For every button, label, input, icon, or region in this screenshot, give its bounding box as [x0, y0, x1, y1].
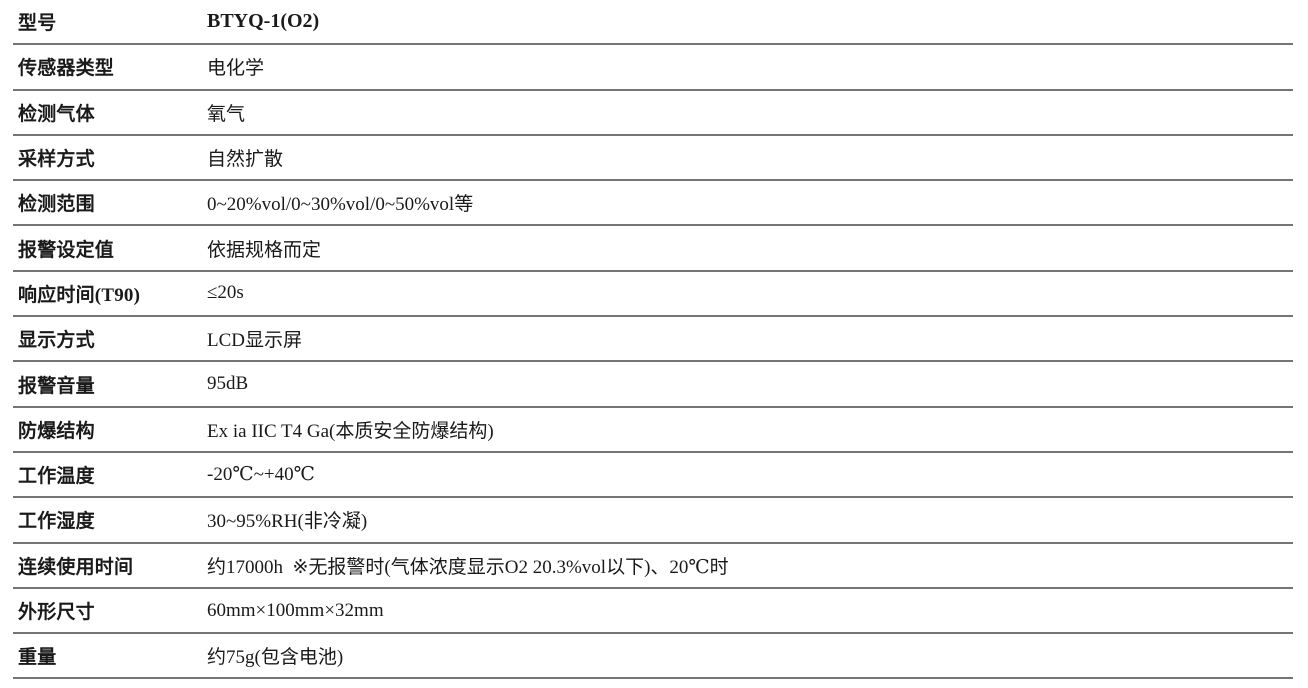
spec-label: 型号 [18, 13, 57, 35]
spec-label: 显示方式 [18, 330, 95, 352]
table-row: 重量 约75g(包含电池) [13, 634, 1293, 680]
table-row: 型号 BTYQ-1(O2) [13, 0, 1293, 46]
spec-label: 外形尺寸 [18, 602, 95, 623]
table-row: 报警设定值 依据规格而定 [13, 226, 1293, 272]
spec-label: 响应时间(T90) [18, 284, 141, 306]
table-row: 检测气体 氧气 [13, 91, 1293, 136]
spec-label: 重量 [18, 647, 57, 669]
table-row: 显示方式 LCD显示屏 [13, 317, 1293, 363]
spec-value: 95dB [207, 373, 249, 395]
spec-value: BTYQ-1(O2) [207, 10, 320, 33]
spec-label: 防爆结构 [18, 420, 95, 442]
spec-label: 报警音量 [18, 375, 95, 397]
table-row: 工作温度 -20℃~+40℃ [13, 453, 1293, 499]
table-row: 报警音量 95dB [13, 362, 1293, 408]
spec-value: -20℃~+40℃ [207, 464, 315, 486]
table-row: 连续使用时间 约17000h ※无报警时(气体浓度显示O2 20.3%vol以下… [13, 544, 1293, 589]
spec-value: 依据规格而定 [207, 239, 322, 261]
table-row: 防爆结构 Ex ia IIC T4 Ga(本质安全防爆结构) [13, 408, 1293, 453]
spec-value: LCD显示屏 [207, 330, 303, 352]
spec-value: ≤20s [207, 282, 244, 304]
table-row: 传感器类型 电化学 [13, 45, 1293, 91]
spec-label: 传感器类型 [18, 58, 115, 80]
spec-label: 检测范围 [18, 194, 95, 216]
spec-value: 60mm×100mm×32mm [207, 599, 384, 621]
spec-label: 工作湿度 [18, 511, 95, 533]
table-row: 采样方式 自然扩散 [13, 136, 1293, 182]
spec-value: 自然扩散 [207, 149, 284, 171]
table-row: 外形尺寸 60mm×100mm×32mm [13, 589, 1293, 635]
spec-value: 约17000h ※无报警时(气体浓度显示O2 20.3%vol以下)、20℃时 [207, 556, 729, 578]
spec-label: 检测气体 [18, 103, 95, 125]
spec-label: 工作温度 [18, 466, 95, 488]
table-row: 工作湿度 30~95%RH(非冷凝) [13, 498, 1293, 544]
spec-value: 0~20%vol/0~30%vol/0~50%vol等 [207, 194, 474, 216]
table-row: 响应时间(T90) ≤20s [13, 272, 1293, 318]
spec-value: 氧气 [207, 103, 246, 125]
specification-table: 型号 BTYQ-1(O2) 传感器类型 电化学 检测气体 氧气 采样方式 自然扩… [13, 0, 1293, 680]
spec-value: Ex ia IIC T4 Ga(本质安全防爆结构) [207, 420, 494, 442]
spec-label: 报警设定值 [18, 239, 115, 261]
spec-value: 约75g(包含电池) [207, 647, 344, 669]
spec-value: 电化学 [207, 58, 265, 80]
table-row: 检测范围 0~20%vol/0~30%vol/0~50%vol等 [13, 181, 1293, 227]
spec-label: 连续使用时间 [18, 556, 134, 578]
spec-label: 采样方式 [18, 149, 95, 171]
spec-value: 30~95%RH(非冷凝) [207, 511, 368, 533]
